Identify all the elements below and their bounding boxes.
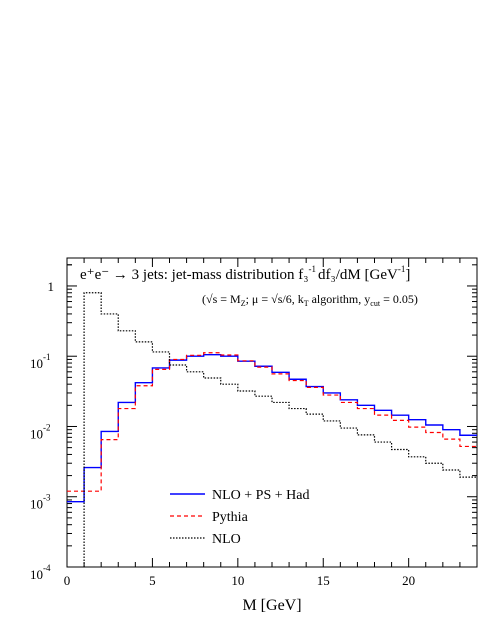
legend-label: Pythia: [212, 510, 249, 525]
x-tick-label: 10: [231, 573, 244, 588]
x-tick-label: 15: [317, 573, 330, 588]
y-tick-label: 10: [30, 356, 43, 371]
y-tick-label: 10: [30, 426, 43, 441]
series-group: [67, 292, 477, 567]
y-tick-exponent: -1: [43, 352, 51, 362]
legend-label: NLO: [212, 532, 241, 547]
series-line-nlo-ps-had: [67, 354, 477, 503]
y-tick-label: 10: [30, 567, 43, 582]
x-tick-label: 5: [149, 573, 156, 588]
y-tick-exponent: -4: [43, 563, 51, 573]
series-line-pythia: [67, 352, 477, 492]
chart-title: e⁺e⁻ → 3 jets: jet-mass distribution f₃-…: [80, 264, 410, 283]
y-tick-label: 10: [30, 497, 43, 512]
legend-label: NLO + PS + Had: [212, 488, 309, 503]
x-tick-label: 0: [64, 573, 71, 588]
legend: NLO + PS + Had Pythia NLO: [170, 488, 309, 547]
chart-subtitle: (√s = MZ; μ = √s/6, kT algorithm, ycut =…: [202, 292, 418, 308]
y-tick-exponent: -2: [43, 422, 51, 432]
y-tick-exponent: -3: [43, 493, 51, 503]
y-tick-label: 1: [48, 279, 55, 294]
x-tick-label: 20: [402, 573, 415, 588]
x-axis-title: M [GeV]: [242, 597, 301, 614]
series-line-nlo: [83, 292, 477, 567]
